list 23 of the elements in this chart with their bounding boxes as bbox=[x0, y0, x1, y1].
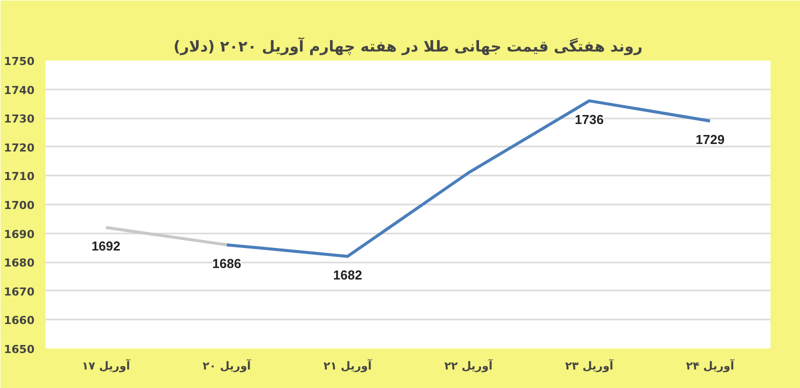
data-label: 1692 bbox=[91, 238, 120, 254]
chart-title: روند هفتگی قیمت جهانی طلا در هفته چهارم آوریل ۲۰۲۰ (دلار) bbox=[174, 36, 642, 56]
x-tick-label: ۲۰ آوریل bbox=[202, 358, 252, 372]
data-label: 1686 bbox=[212, 256, 242, 271]
y-tick-label: 1700 bbox=[4, 199, 35, 212]
x-tick-label: ۲۳ آوریل bbox=[565, 358, 614, 372]
y-tick-label: 1710 bbox=[4, 170, 35, 184]
y-tick-label: 1670 bbox=[4, 285, 35, 298]
y-tick-label: 1680 bbox=[4, 256, 35, 270]
x-tick-label: ۲۲ آوریل bbox=[444, 358, 493, 372]
y-tick-label: 1730 bbox=[4, 112, 35, 126]
y-tick-label: 1750 bbox=[4, 55, 35, 68]
y-tick-label: 1690 bbox=[4, 228, 35, 241]
data-label: 1682 bbox=[333, 267, 362, 282]
data-label: 1736 bbox=[574, 112, 604, 127]
x-tick-label: ۱۷ آوریل bbox=[82, 358, 130, 372]
y-tick-label: 1650 bbox=[4, 343, 35, 356]
y-tick-label: 1720 bbox=[4, 141, 35, 154]
x-tick-label: ۲۴ آوریل bbox=[686, 358, 734, 372]
y-tick-label: 1660 bbox=[4, 314, 35, 328]
y-tick-label: 1740 bbox=[4, 84, 35, 97]
x-tick-label: ۲۱ آوریل bbox=[324, 358, 372, 372]
data-label: 1729 bbox=[696, 132, 725, 147]
